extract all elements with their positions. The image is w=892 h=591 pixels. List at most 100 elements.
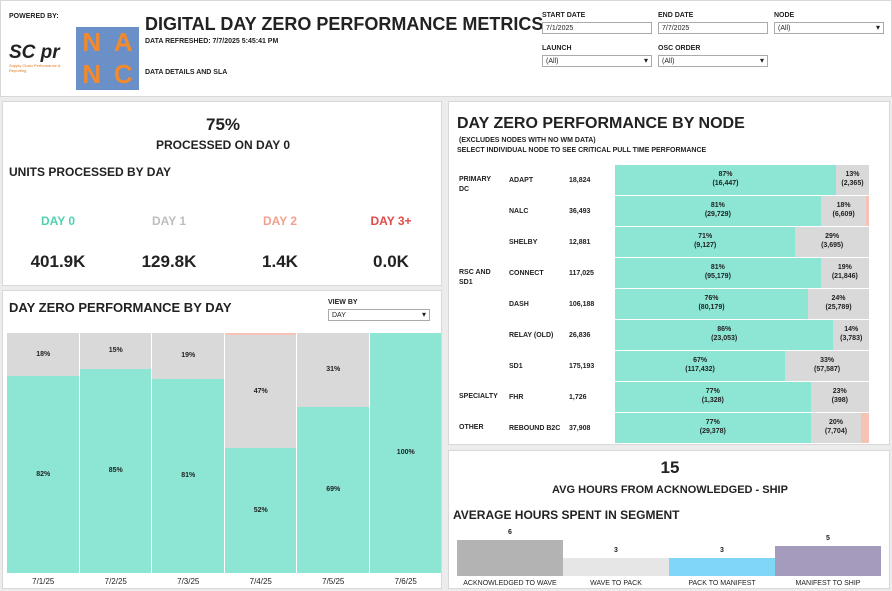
node-day1-pct: 18%: [836, 202, 851, 209]
node-day2-bar[interactable]: [866, 196, 869, 226]
node-day2-bar[interactable]: [861, 413, 869, 443]
node-day0-count: (29,378): [699, 428, 726, 435]
node-day0-pct: 77%: [705, 388, 720, 395]
node-group-label: SPECIALTY: [459, 393, 498, 400]
day1-bar[interactable]: [152, 333, 224, 379]
node-day1-bar[interactable]: [820, 258, 869, 288]
day-kpi-label: DAY 3+: [370, 214, 412, 228]
node-name[interactable]: DASH: [509, 301, 529, 308]
day1-bar[interactable]: [297, 333, 369, 408]
node-day0-count: (23,053): [711, 335, 738, 342]
day0-bar[interactable]: [369, 333, 441, 573]
node-total: 37,908: [569, 425, 591, 432]
x-tick-label: 7/2/25: [104, 577, 127, 586]
nanc-logo: N A N C: [76, 27, 139, 90]
node-day1-bar[interactable]: [808, 289, 869, 319]
day-kpi-value: 0.0K: [373, 252, 409, 271]
end-date-label: END DATE: [658, 12, 694, 19]
node-name[interactable]: REBOUND B2C: [509, 425, 561, 432]
node-day0-count: (1,328): [701, 397, 724, 404]
node-day1-count: (398): [831, 397, 848, 404]
node-day0-bar[interactable]: [615, 413, 811, 443]
node-day0-bar[interactable]: [615, 382, 811, 412]
osc-order-select-value: (All): [662, 58, 675, 65]
view-by-select[interactable]: DAY: [328, 309, 430, 321]
segment-bar[interactable]: [775, 546, 881, 576]
node-day0-pct: 71%: [698, 233, 713, 240]
node-day1-bar[interactable]: [833, 320, 869, 350]
day1-label: 47%: [253, 387, 268, 395]
day1-label: 18%: [36, 350, 51, 358]
node-day1-bar[interactable]: [810, 413, 862, 443]
node-day1-bar[interactable]: [835, 165, 869, 195]
node-day0-bar[interactable]: [615, 227, 796, 257]
node-day1-pct: 33%: [820, 357, 835, 364]
segment-bar[interactable]: [457, 540, 563, 576]
node-name[interactable]: ADAPT: [509, 177, 534, 184]
day2-bar[interactable]: [224, 333, 296, 336]
node-total: 36,493: [569, 208, 591, 215]
node-day1-bar[interactable]: [810, 382, 869, 412]
day0-label: 81%: [181, 471, 196, 479]
day0-bar[interactable]: [7, 376, 79, 573]
segment-bar[interactable]: [669, 558, 775, 576]
view-by-label: VIEW BY: [328, 299, 358, 306]
node-day1-pct: 23%: [832, 388, 847, 395]
node-name[interactable]: SHELBY: [509, 239, 538, 246]
node-day0-count: (95,179): [704, 273, 731, 280]
node-name[interactable]: FHR: [509, 394, 524, 401]
day1-bar[interactable]: [79, 333, 151, 369]
node-day1-count: (57,587): [814, 366, 841, 373]
node-day1-bar[interactable]: [795, 227, 869, 257]
node-day1-bar[interactable]: [820, 196, 867, 226]
launch-select[interactable]: (All): [542, 55, 652, 67]
osc-order-select[interactable]: (All): [658, 55, 768, 67]
powered-by-label: POWERED BY:: [9, 13, 59, 20]
day0-label: 85%: [108, 467, 123, 474]
by-node-instruction: SELECT INDIVIDUAL NODE TO SEE CRITICAL P…: [457, 147, 707, 154]
refresh-timestamp: DATA REFRESHED: 7/7/2025 5:45:41 PM: [145, 38, 279, 45]
avg-hours-value: 15: [660, 458, 680, 477]
hours-panel: 15 AVG HOURS FROM ACKNOWLEDGED - SHIP AV…: [448, 450, 890, 589]
node-day0-bar[interactable]: [615, 258, 821, 288]
data-details-link[interactable]: DATA DETAILS AND SLA: [145, 69, 228, 76]
node-day0-bar[interactable]: [615, 320, 834, 350]
node-day1-count: (21,846): [831, 273, 858, 280]
day-kpi-label: DAY 1: [151, 214, 187, 228]
day0-bar[interactable]: [152, 378, 224, 573]
units-title: UNITS PROCESSED BY DAY: [9, 165, 172, 179]
node-name[interactable]: RELAY (OLD): [509, 332, 554, 339]
segment-value: 5: [826, 535, 830, 542]
node-day0-bar[interactable]: [615, 289, 809, 319]
node-day0-bar[interactable]: [615, 351, 786, 381]
node-name[interactable]: CONNECT: [509, 270, 544, 277]
day1-bar[interactable]: [224, 335, 296, 449]
day1-bar[interactable]: [7, 333, 79, 377]
start-date-input[interactable]: 7/1/2025: [542, 22, 652, 34]
node-day1-pct: 29%: [825, 233, 840, 240]
node-day0-bar[interactable]: [615, 165, 836, 195]
node-day0-count: (9,127): [694, 242, 717, 249]
node-name[interactable]: NALC: [509, 208, 529, 215]
node-select[interactable]: (All): [774, 22, 884, 34]
day0-bar[interactable]: [79, 369, 151, 573]
scpr-logo: SC pr Supply Chain Performance & Reporti…: [9, 43, 71, 74]
node-group-label: RSC AND SD1: [459, 269, 491, 286]
node-day1-bar[interactable]: [785, 351, 869, 381]
by-node-title: DAY ZERO PERFORMANCE BY NODE: [457, 115, 745, 132]
node-total: 106,188: [569, 301, 595, 308]
node-day1-count: (7,704): [824, 428, 848, 435]
day0-bar[interactable]: [224, 448, 296, 573]
nanc-letter: A: [113, 27, 133, 58]
node-day0-bar[interactable]: [615, 196, 821, 226]
segment-value: 3: [614, 547, 618, 554]
day0-bar[interactable]: [297, 407, 369, 573]
end-date-input[interactable]: 7/7/2025: [658, 22, 768, 34]
node-name[interactable]: SD1: [509, 363, 523, 370]
page-title: DIGITAL DAY ZERO PERFORMANCE METRICS: [145, 14, 544, 34]
node-day0-pct: 81%: [710, 202, 725, 209]
node-day1-count: (6,609): [832, 211, 855, 218]
by-node-note: (EXCLUDES NODES WITH NO WM DATA): [459, 137, 596, 144]
node-total: 18,824: [569, 177, 591, 184]
segment-bar[interactable]: [563, 558, 669, 576]
